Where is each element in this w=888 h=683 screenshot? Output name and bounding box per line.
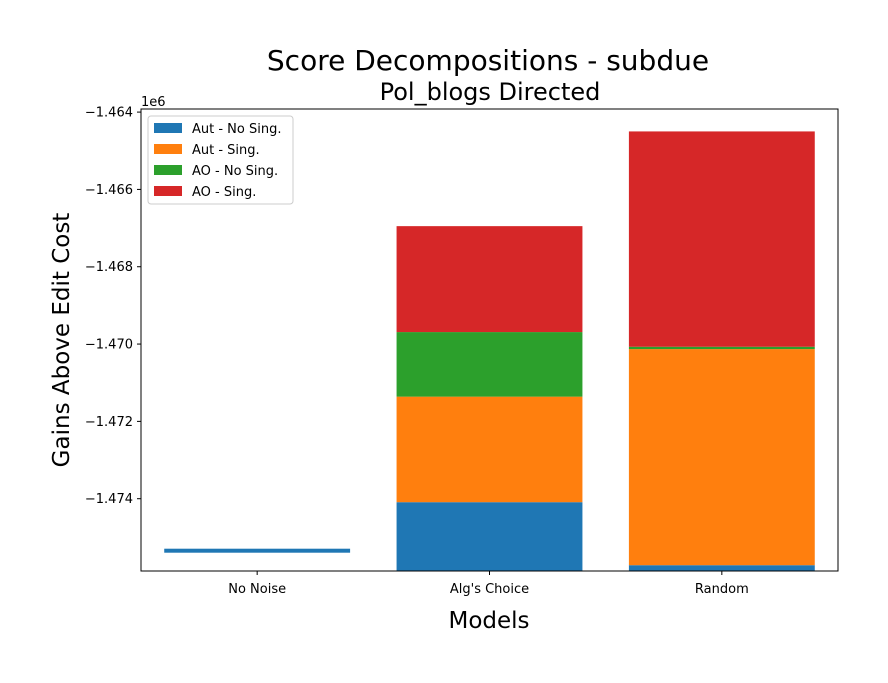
bar-1-2: [628, 349, 815, 566]
y-tick-label: −1.472: [85, 415, 133, 430]
legend-label: AO - No Sing.: [192, 164, 278, 179]
chart-title: Score Decompositions - subdue: [266, 44, 710, 77]
bar-0-0: [164, 548, 351, 553]
bar-1-1: [396, 396, 583, 503]
legend-swatch: [154, 186, 182, 196]
y-tick-label: −1.464: [85, 106, 133, 121]
bar-0-1: [396, 502, 583, 571]
legend-swatch: [154, 144, 182, 154]
bar-2-1: [396, 332, 583, 397]
y-axis-label: Gains Above Edit Cost: [49, 213, 75, 468]
legend-swatch: [154, 165, 182, 175]
y-tick-label: −1.468: [85, 260, 133, 275]
bar-3-2: [628, 131, 815, 347]
x-axis-label: Models: [448, 608, 529, 634]
legend-label: AO - Sing.: [192, 185, 256, 200]
plot-frame: [140, 108, 839, 572]
x-axis: No Noise Alg's Choice Random: [228, 571, 749, 597]
y-axis: −1.464 −1.466 −1.468 −1.470 −1.472 −1.474: [85, 106, 141, 507]
bar-0-2: [628, 565, 815, 571]
bar-3-1: [396, 226, 583, 333]
chart-subtitle: Pol_blogs Directed: [379, 78, 601, 106]
y-tick-label: −1.466: [85, 183, 133, 198]
x-tick-label: Alg's Choice: [450, 582, 529, 597]
x-tick-label: Random: [695, 582, 749, 597]
legend: Aut - No Sing. Aut - Sing. AO - No Sing. AO…: [147, 115, 294, 205]
x-tick-label: No Noise: [228, 582, 286, 597]
y-tick-label: −1.474: [85, 492, 133, 507]
legend-label: Aut - No Sing.: [192, 122, 281, 137]
bar-2-2: [628, 346, 815, 350]
y-tick-label: −1.470: [85, 338, 133, 353]
legend-label: Aut - Sing.: [192, 143, 260, 158]
bar-group: [164, 131, 815, 571]
legend-box: [147, 115, 294, 205]
y-offset-label: 1e6: [141, 95, 166, 110]
legend-swatch: [154, 123, 182, 133]
